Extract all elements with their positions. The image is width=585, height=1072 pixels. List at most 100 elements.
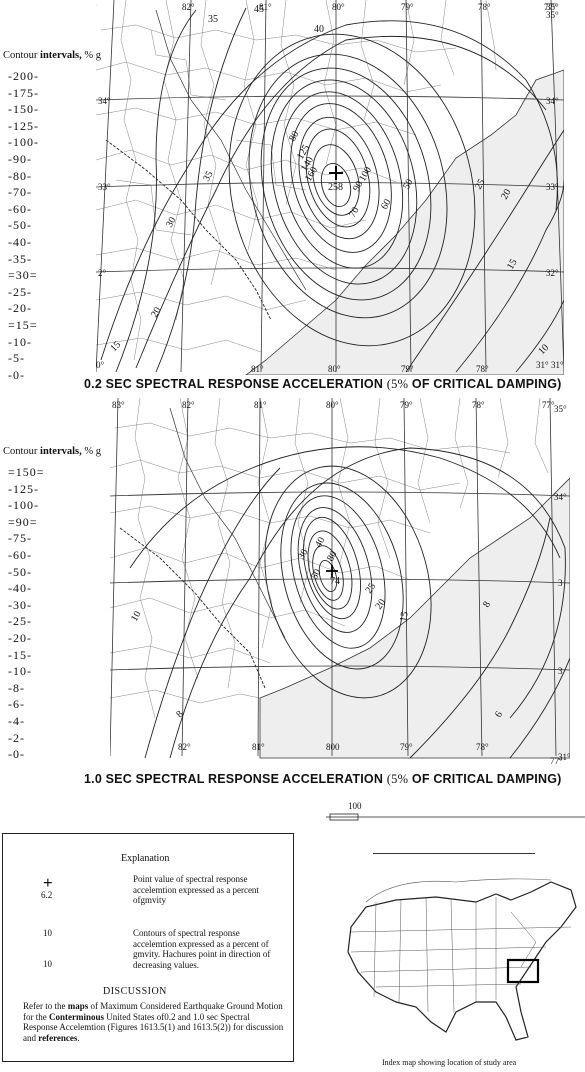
longitude-label: 78° — [476, 364, 489, 374]
contour-interval-item: -70- — [8, 185, 32, 200]
index-map-us-outline — [347, 881, 577, 1041]
longitude-label: 80° — [332, 2, 345, 12]
map1-river — [155, 9, 307, 291]
point-value-description: Point value of spectral response accelem… — [133, 874, 259, 905]
longitude-label: 80° — [328, 364, 341, 374]
contour-interval-item: -15- — [8, 647, 32, 662]
longitude-label: 79° — [400, 400, 413, 410]
contour-interval-item: -6- — [8, 697, 25, 712]
contour-interval-item: -35- — [8, 251, 32, 266]
corner-coordinate-label: 31° — [551, 360, 564, 370]
longitude-label: 77° — [550, 756, 563, 766]
map2-graticule — [110, 398, 570, 757]
index-map — [347, 878, 577, 1041]
map2-caption: 1.0 SEC SPECTRAL RESPONSE ACCELERATION (… — [84, 772, 562, 786]
map2-contour-interval-list: =150= -125- -100- =90= -75- -60- -50- -40- -30- -… — [8, 464, 45, 763]
longitude-label: 83° — [112, 400, 125, 410]
contour-interval-item: -20- — [8, 630, 32, 645]
contour-value-label: 30 — [164, 215, 179, 229]
contour-interval-item: -10- — [8, 664, 32, 679]
contour-description: Contours of spectral response accelemtio… — [133, 928, 271, 970]
contour-interval-item: -60- — [8, 547, 32, 562]
contour-value-label: 30 — [296, 547, 311, 561]
contour-interval-item: -0- — [8, 747, 25, 762]
contour-value-label: 35 — [208, 14, 218, 25]
map1-contours — [100, 7, 564, 373]
contour-interval-item: -50- — [8, 218, 32, 233]
longitude-label: 83° — [96, 2, 97, 12]
contour-value-label: 74 — [330, 576, 340, 587]
contour-interval-item: -80- — [8, 168, 32, 183]
contour-value-label: 15 — [108, 339, 123, 354]
contour-interval-item: -0- — [8, 367, 25, 382]
contour-value-label: 40 — [313, 535, 328, 549]
contour-value-label: 100 — [357, 165, 374, 183]
map1-state-boundary — [105, 139, 272, 321]
longitude-label: 800 — [326, 742, 340, 752]
explanation-title: Explanation — [121, 853, 170, 864]
contour-value-label: 90 — [351, 179, 366, 193]
map2-ocean — [259, 477, 570, 759]
contour-sample-value: 10 — [43, 928, 52, 938]
contour-value-label: 20 — [499, 187, 514, 201]
corner-coordinate-label: 35° — [546, 2, 559, 12]
latitude-label: 31° — [558, 752, 570, 762]
contour-value-label: 60 — [379, 197, 394, 211]
index-map-canada — [365, 878, 552, 903]
map1-caption: 0.2 SEC SPECTRAL RESPONSE ACCELERATION (… — [84, 377, 562, 391]
contour-value-label: 80 — [325, 549, 340, 563]
longitude-label: 77° — [542, 400, 555, 410]
explanation-box: Explanation + 6.2 Point value of spectra… — [2, 833, 294, 1062]
contour-value-label: 20 — [373, 597, 388, 612]
contour-value-label: 70 — [347, 205, 362, 219]
contour-value-label: 8 — [481, 600, 493, 610]
contour-value-label: 40 — [314, 24, 324, 35]
latitude-label: 32° — [546, 268, 559, 278]
latitude-label: 33° — [546, 182, 559, 192]
index-map-rule — [373, 853, 535, 854]
map1-graticule — [96, 0, 564, 373]
contour-value-label: 50 — [401, 177, 416, 191]
contour-value-label: 15 — [398, 611, 411, 623]
contour-interval-item: -90- — [8, 151, 32, 166]
contour-interval-item: -75- — [8, 531, 32, 546]
latitude-label: 33° — [98, 182, 111, 192]
contour-interval-item: -5- — [8, 351, 25, 366]
contour-interval-item: -175- — [8, 85, 39, 100]
longitude-label: 78° — [472, 400, 485, 410]
map2-contours — [129, 446, 570, 759]
contour-interval-item: -25- — [8, 614, 32, 629]
longitude-label: 81° — [252, 742, 265, 752]
map2-state-boundary — [119, 527, 266, 689]
contour-interval-item: -100- — [8, 135, 39, 150]
longitude-label: 82° — [182, 2, 195, 12]
contour-value-label: 10 — [129, 609, 144, 623]
contour-value-label: 25 — [473, 177, 488, 191]
contour-interval-item: -30- — [8, 597, 32, 612]
latitude-label: 2° — [98, 268, 107, 278]
corner-coordinate-label: 0° — [96, 360, 105, 370]
contour-interval-item: -50- — [8, 564, 32, 579]
contour-interval-item: -60- — [8, 201, 32, 216]
scale-bar — [326, 813, 585, 821]
map1-county-boundaries — [96, 0, 497, 361]
contour-value-label: 80 — [287, 129, 302, 143]
longitude-label: 80° — [326, 400, 339, 410]
latitude-label: 35° — [554, 404, 567, 414]
index-map-caption: Index map showing location of study area — [382, 1058, 517, 1067]
longitude-label: 78° — [478, 2, 491, 12]
contour-interval-item: -125- — [8, 481, 39, 496]
contour-value-label: 6 — [493, 710, 505, 720]
latitude-label: 3 — [558, 578, 563, 588]
contour-interval-item: -4- — [8, 713, 25, 728]
discussion-text: Refer to the maps of Maximum Considered … — [23, 1001, 284, 1043]
scale-label: 100 — [348, 801, 362, 811]
map1-legend-title: Contour intervals, % g — [3, 50, 101, 61]
contour-interval-item: -40- — [8, 234, 32, 249]
contour-interval-item: -40- — [8, 581, 32, 596]
latitude-label: 31° — [536, 360, 549, 370]
map1-peak-marker — [329, 166, 343, 180]
corner-coordinate-label: 35° — [546, 10, 559, 20]
